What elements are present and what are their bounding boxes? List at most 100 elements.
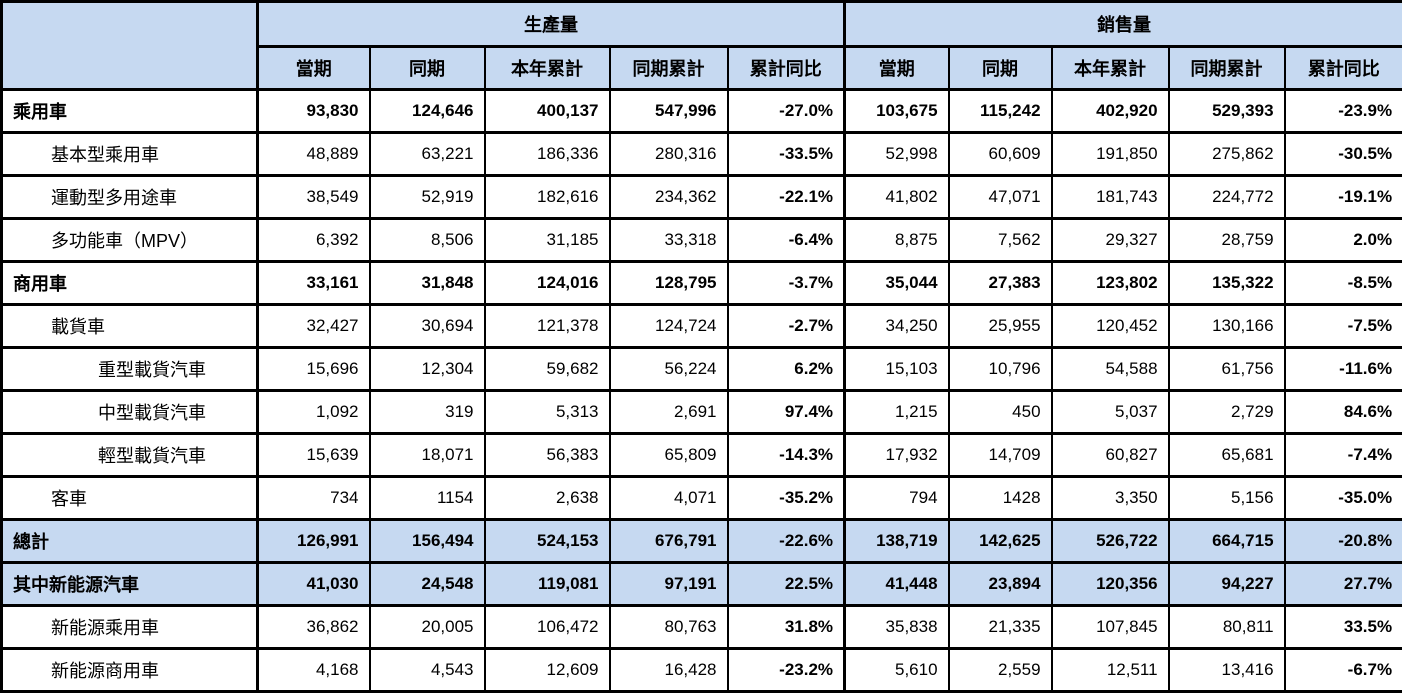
- sales-yoy-header: 累計同比: [1285, 47, 1402, 90]
- sales-yoy-cell: -11.6%: [1285, 348, 1402, 391]
- production-ytd-cell: 524,153: [485, 520, 610, 563]
- production-yoy-header: 累計同比: [728, 47, 845, 90]
- production-group-header: 生產量: [258, 2, 845, 47]
- sales-prior-ytd-cell: 224,772: [1169, 176, 1285, 219]
- production-prior-ytd-cell: 2,691: [610, 391, 728, 434]
- production-current-cell: 1,092: [258, 391, 370, 434]
- production-prior-ytd-cell: 97,191: [610, 563, 728, 606]
- sales-prior-cell: 47,071: [949, 176, 1052, 219]
- row-label: 總計: [2, 520, 258, 563]
- sales-ytd-cell: 54,588: [1052, 348, 1169, 391]
- production-prior-header: 同期: [370, 47, 485, 90]
- sales-current-cell: 41,802: [845, 176, 949, 219]
- production-prior-ytd-cell: 56,224: [610, 348, 728, 391]
- production-current-header: 當期: [258, 47, 370, 90]
- production-current-cell: 734: [258, 477, 370, 520]
- production-current-cell: 38,549: [258, 176, 370, 219]
- sales-current-header: 當期: [845, 47, 949, 90]
- production-ytd-cell: 106,472: [485, 606, 610, 649]
- row-label: 基本型乘用車: [2, 133, 258, 176]
- production-current-cell: 32,427: [258, 305, 370, 348]
- production-prior-ytd-cell: 124,724: [610, 305, 728, 348]
- sales-prior-ytd-cell: 275,862: [1169, 133, 1285, 176]
- production-yoy-cell: -22.6%: [728, 520, 845, 563]
- row-label: 客車: [2, 477, 258, 520]
- sales-current-cell: 1,215: [845, 391, 949, 434]
- sales-prior-cell: 27,383: [949, 262, 1052, 305]
- row-label: 多功能車（MPV）: [2, 219, 258, 262]
- sales-current-cell: 103,675: [845, 90, 949, 133]
- sales-current-cell: 41,448: [845, 563, 949, 606]
- sales-yoy-cell: -7.4%: [1285, 434, 1402, 477]
- sales-current-cell: 35,838: [845, 606, 949, 649]
- row-label: 載貨車: [2, 305, 258, 348]
- sales-prior-cell: 1428: [949, 477, 1052, 520]
- sales-ytd-header: 本年累計: [1052, 47, 1169, 90]
- sales-yoy-cell: -30.5%: [1285, 133, 1402, 176]
- sales-current-cell: 35,044: [845, 262, 949, 305]
- production-yoy-cell: -23.2%: [728, 649, 845, 692]
- sales-current-cell: 17,932: [845, 434, 949, 477]
- production-prior-ytd-cell: 33,318: [610, 219, 728, 262]
- production-ytd-cell: 59,682: [485, 348, 610, 391]
- production-prior-cell: 12,304: [370, 348, 485, 391]
- production-yoy-cell: 6.2%: [728, 348, 845, 391]
- production-prior-ytd-cell: 16,428: [610, 649, 728, 692]
- production-prior-cell: 63,221: [370, 133, 485, 176]
- production-ytd-cell: 119,081: [485, 563, 610, 606]
- sales-current-cell: 138,719: [845, 520, 949, 563]
- sales-yoy-cell: 27.7%: [1285, 563, 1402, 606]
- production-prior-cell: 8,506: [370, 219, 485, 262]
- production-ytd-cell: 186,336: [485, 133, 610, 176]
- sales-yoy-cell: -6.7%: [1285, 649, 1402, 692]
- production-yoy-cell: -27.0%: [728, 90, 845, 133]
- row-label: 商用車: [2, 262, 258, 305]
- row-label: 中型載貨汽車: [2, 391, 258, 434]
- sales-current-cell: 8,875: [845, 219, 949, 262]
- sales-prior-cell: 14,709: [949, 434, 1052, 477]
- sales-group-header: 銷售量: [845, 2, 1402, 47]
- sales-prior-cell: 60,609: [949, 133, 1052, 176]
- production-prior-ytd-cell: 65,809: [610, 434, 728, 477]
- production-prior-ytd-cell: 4,071: [610, 477, 728, 520]
- sales-yoy-cell: -23.9%: [1285, 90, 1402, 133]
- production-prior-ytd-cell: 128,795: [610, 262, 728, 305]
- production-ytd-cell: 5,313: [485, 391, 610, 434]
- production-yoy-cell: -35.2%: [728, 477, 845, 520]
- production-current-cell: 48,889: [258, 133, 370, 176]
- row-label: 新能源商用車: [2, 649, 258, 692]
- production-current-cell: 126,991: [258, 520, 370, 563]
- production-current-cell: 6,392: [258, 219, 370, 262]
- sales-current-cell: 52,998: [845, 133, 949, 176]
- sales-prior-cell: 21,335: [949, 606, 1052, 649]
- production-yoy-cell: -14.3%: [728, 434, 845, 477]
- sales-yoy-cell: -19.1%: [1285, 176, 1402, 219]
- production-prior-ytd-cell: 280,316: [610, 133, 728, 176]
- sales-current-cell: 34,250: [845, 305, 949, 348]
- production-prior-cell: 156,494: [370, 520, 485, 563]
- row-label: 乘用車: [2, 90, 258, 133]
- production-prior-cell: 124,646: [370, 90, 485, 133]
- production-prior-cell: 52,919: [370, 176, 485, 219]
- sales-prior-header: 同期: [949, 47, 1052, 90]
- production-ytd-cell: 182,616: [485, 176, 610, 219]
- production-ytd-cell: 31,185: [485, 219, 610, 262]
- production-yoy-cell: -33.5%: [728, 133, 845, 176]
- corner-cell: [2, 2, 258, 90]
- sales-ytd-cell: 120,356: [1052, 563, 1169, 606]
- production-current-cell: 4,168: [258, 649, 370, 692]
- sales-prior-ytd-cell: 5,156: [1169, 477, 1285, 520]
- production-prior-cell: 18,071: [370, 434, 485, 477]
- sales-ytd-cell: 29,327: [1052, 219, 1169, 262]
